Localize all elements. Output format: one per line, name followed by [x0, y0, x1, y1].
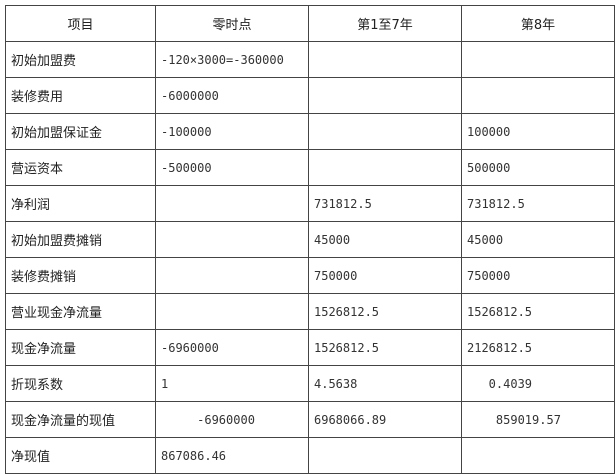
table-cell: -120×3000=-360000	[155, 41, 309, 78]
table-row: 装修费摊销 750000 750000	[5, 257, 615, 294]
row-label: 折现系数	[5, 365, 156, 402]
table-cell	[155, 257, 309, 294]
table-cell: 45000	[308, 221, 462, 258]
table-row: 净利润 731812.5 731812.5	[5, 185, 615, 222]
table-cell: 500000	[461, 149, 615, 186]
table-cell: 1526812.5	[308, 329, 462, 366]
table-cell: -500000	[155, 149, 309, 186]
row-label: 净现值	[5, 437, 156, 474]
table-cell	[155, 221, 309, 258]
table-cell: 859019.57	[461, 401, 615, 438]
table-cell	[155, 185, 309, 222]
row-label: 初始加盟费	[5, 41, 156, 78]
table-cell	[308, 113, 462, 150]
table-row: 折现系数 1 4.5638 0.4039	[5, 365, 615, 402]
table-row: 装修费用 -6000000	[5, 77, 615, 114]
row-label: 装修费摊销	[5, 257, 156, 294]
table-cell: 1	[155, 365, 309, 402]
row-label: 净利润	[5, 185, 156, 222]
table-cell	[308, 41, 462, 78]
table-cell: -6960000	[155, 329, 309, 366]
table-cell	[308, 437, 462, 474]
table-cell: 45000	[461, 221, 615, 258]
table-cell	[461, 437, 615, 474]
row-label: 现金净流量的现值	[5, 401, 156, 438]
table-cell: 867086.46	[155, 437, 309, 474]
row-label: 初始加盟保证金	[5, 113, 156, 150]
table-row: 初始加盟保证金 -100000 100000	[5, 113, 615, 150]
table-cell: 1526812.5	[461, 293, 615, 330]
table-cell: 100000	[461, 113, 615, 150]
table-cell	[155, 293, 309, 330]
table-row: 现金净流量 -6960000 1526812.5 2126812.5	[5, 329, 615, 366]
table-row: 营运资本 -500000 500000	[5, 149, 615, 186]
table-cell: -100000	[155, 113, 309, 150]
table-row: 净现值 867086.46	[5, 437, 615, 474]
table-cell: 1526812.5	[308, 293, 462, 330]
table-cell	[308, 149, 462, 186]
table-cell	[461, 41, 615, 78]
column-header: 零时点	[155, 5, 309, 42]
table-cell: 2126812.5	[461, 329, 615, 366]
column-header: 第8年	[461, 5, 615, 42]
row-label: 现金净流量	[5, 329, 156, 366]
column-header: 第1至7年	[308, 5, 462, 42]
row-label: 营运资本	[5, 149, 156, 186]
header-row: 项目 零时点 第1至7年 第8年	[5, 5, 615, 42]
column-header: 项目	[5, 5, 156, 42]
table-cell: 750000	[461, 257, 615, 294]
table-row: 初始加盟费摊销 45000 45000	[5, 221, 615, 258]
table-cell	[461, 77, 615, 114]
cash-flow-table: 项目 零时点 第1至7年 第8年 初始加盟费 -120×3000=-360000 装修费用…	[5, 5, 615, 474]
row-label: 营业现金净流量	[5, 293, 156, 330]
table-row: 营业现金净流量 1526812.5 1526812.5	[5, 293, 615, 330]
table-cell: 731812.5	[461, 185, 615, 222]
table-cell: 4.5638	[308, 365, 462, 402]
row-label: 装修费用	[5, 77, 156, 114]
table-cell: -6960000	[155, 401, 309, 438]
table-cell: 731812.5	[308, 185, 462, 222]
table-cell: 0.4039	[461, 365, 615, 402]
table-cell	[308, 77, 462, 114]
row-label: 初始加盟费摊销	[5, 221, 156, 258]
table-row: 初始加盟费 -120×3000=-360000	[5, 41, 615, 78]
table-cell: 750000	[308, 257, 462, 294]
table-row: 现金净流量的现值 -6960000 6968066.89 859019.57	[5, 401, 615, 438]
table-cell: 6968066.89	[308, 401, 462, 438]
table-cell: -6000000	[155, 77, 309, 114]
